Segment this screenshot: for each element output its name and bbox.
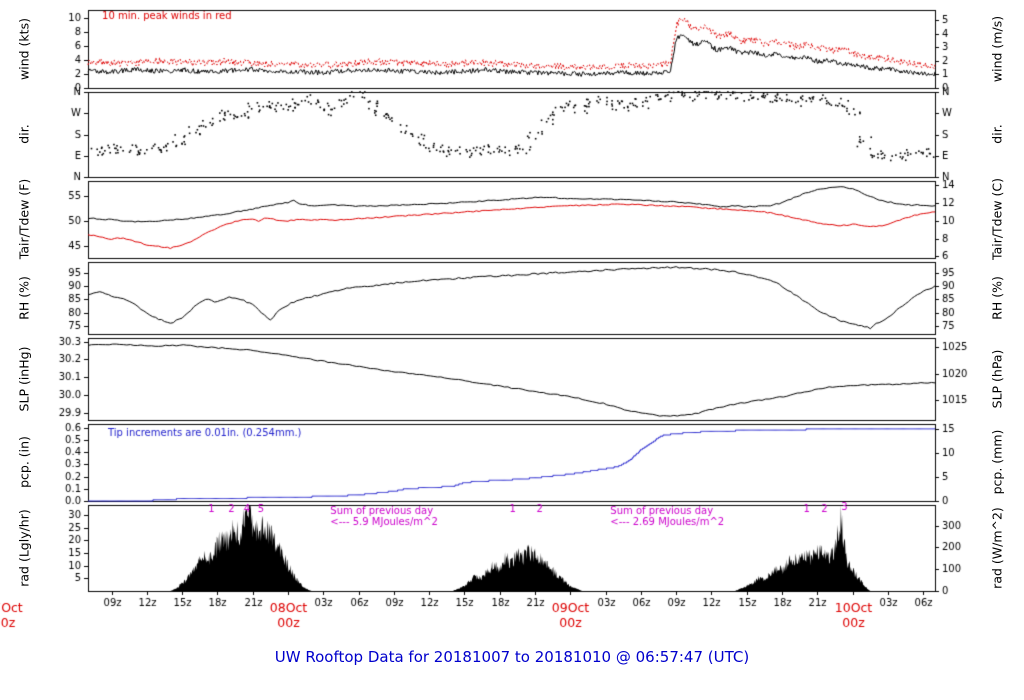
y-axis-title-rad-left: rad (Lgly/hr) [16,509,32,587]
y-axis-title-rh-left: RH (%) [16,276,32,320]
y-axis-title-pcp-right: pcp. (mm) [989,429,1005,495]
y-axis-title-wind-left: wind (kts) [16,18,32,80]
figure-title: UW Rooftop Data for 20181007 to 20181010… [274,648,750,666]
y-axis-title-wind-right: wind (m/s) [989,15,1005,83]
y-axis-title-temp-right: Tair/Tdew (C) [989,178,1005,260]
y-axis-title-dir-right: dir. [989,124,1005,144]
y-axis-title-rh-right: RH (%) [989,276,1005,320]
y-axis-title-slp-left: SLP (inHg) [16,346,32,412]
y-axis-title-temp-left: Tair/Tdew (F) [16,178,32,260]
y-axis-title-rad-right: rad (W/m^2) [989,507,1005,589]
y-axis-title-pcp-left: pcp. (in) [16,436,32,488]
y-axis-title-dir-left: dir. [16,124,32,144]
y-axis-title-slp-right: SLP (hPa) [989,349,1005,409]
